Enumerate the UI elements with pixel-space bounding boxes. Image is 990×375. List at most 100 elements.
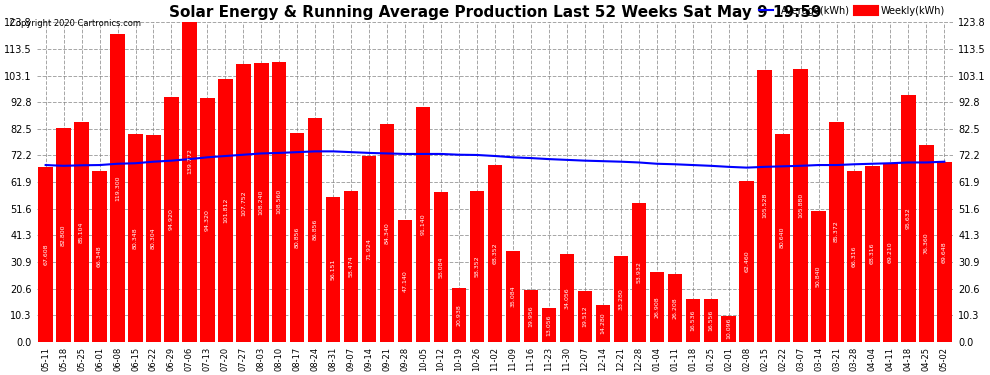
Bar xyxy=(883,163,898,342)
Bar xyxy=(614,256,628,342)
Bar xyxy=(559,254,574,342)
Text: 69.210: 69.210 xyxy=(888,242,893,263)
Text: 56.151: 56.151 xyxy=(331,259,336,280)
Bar xyxy=(39,167,52,342)
Text: 19.512: 19.512 xyxy=(582,306,587,327)
Text: 94.920: 94.920 xyxy=(169,209,174,230)
Text: 80.304: 80.304 xyxy=(151,227,156,249)
Text: 16.556: 16.556 xyxy=(708,310,713,331)
Text: 50.840: 50.840 xyxy=(816,266,821,287)
Text: 68.352: 68.352 xyxy=(492,243,498,264)
Text: 107.752: 107.752 xyxy=(241,190,246,216)
Bar xyxy=(308,118,323,342)
Bar xyxy=(182,0,197,342)
Bar xyxy=(847,171,861,342)
Legend: Average(kWh), Weekly(kWh): Average(kWh), Weekly(kWh) xyxy=(755,2,948,20)
Text: 105.880: 105.880 xyxy=(798,192,803,218)
Bar xyxy=(506,251,520,342)
Text: 66.348: 66.348 xyxy=(97,245,102,267)
Bar xyxy=(290,133,305,342)
Text: 26.208: 26.208 xyxy=(672,297,677,319)
Text: 105.528: 105.528 xyxy=(762,193,767,218)
Text: 95.632: 95.632 xyxy=(906,207,911,229)
Text: 108.240: 108.240 xyxy=(258,189,263,215)
Bar xyxy=(812,211,826,342)
Text: 80.856: 80.856 xyxy=(295,227,300,248)
Text: 139.772: 139.772 xyxy=(187,148,192,174)
Text: 80.640: 80.640 xyxy=(780,227,785,249)
Text: 26.908: 26.908 xyxy=(654,296,659,318)
Bar xyxy=(434,192,448,342)
Text: 82.800: 82.800 xyxy=(61,224,66,246)
Bar xyxy=(793,69,808,342)
Text: 69.648: 69.648 xyxy=(941,241,946,263)
Bar xyxy=(632,202,646,342)
Bar xyxy=(92,171,107,342)
Bar xyxy=(398,220,412,342)
Bar xyxy=(254,63,268,342)
Bar xyxy=(237,64,250,342)
Bar xyxy=(901,95,916,342)
Text: 68.316: 68.316 xyxy=(870,243,875,264)
Bar xyxy=(416,106,431,342)
Bar xyxy=(685,299,700,342)
Text: 13.056: 13.056 xyxy=(546,314,551,336)
Bar xyxy=(110,34,125,342)
Text: 16.536: 16.536 xyxy=(690,310,695,331)
Bar xyxy=(649,272,664,342)
Bar xyxy=(865,165,880,342)
Bar xyxy=(56,128,71,342)
Text: 84.340: 84.340 xyxy=(385,222,390,244)
Title: Solar Energy & Running Average Production Last 52 Weeks Sat May 9 19:59: Solar Energy & Running Average Productio… xyxy=(168,5,822,20)
Bar xyxy=(344,191,358,342)
Text: 62.460: 62.460 xyxy=(744,251,749,272)
Bar xyxy=(326,197,341,342)
Bar xyxy=(757,69,772,342)
Text: 53.932: 53.932 xyxy=(637,261,642,283)
Text: 101.812: 101.812 xyxy=(223,198,228,223)
Text: 108.560: 108.560 xyxy=(277,189,282,214)
Text: 80.348: 80.348 xyxy=(133,227,138,249)
Bar xyxy=(704,299,718,342)
Text: 33.280: 33.280 xyxy=(619,288,624,310)
Bar xyxy=(740,181,753,342)
Text: 86.856: 86.856 xyxy=(313,219,318,240)
Text: 85.372: 85.372 xyxy=(834,221,839,243)
Text: 71.924: 71.924 xyxy=(366,238,371,260)
Bar xyxy=(74,122,89,342)
Text: 34.056: 34.056 xyxy=(564,287,569,309)
Text: 35.084: 35.084 xyxy=(511,286,516,307)
Bar xyxy=(488,165,502,342)
Bar xyxy=(218,79,233,342)
Bar xyxy=(596,305,610,342)
Bar xyxy=(129,135,143,342)
Text: 10.096: 10.096 xyxy=(727,318,732,339)
Bar xyxy=(578,291,592,342)
Text: 58.352: 58.352 xyxy=(474,256,479,277)
Bar xyxy=(775,134,790,342)
Bar xyxy=(470,191,484,342)
Text: 14.280: 14.280 xyxy=(600,312,605,334)
Bar xyxy=(362,156,376,342)
Bar xyxy=(919,145,934,342)
Bar xyxy=(830,122,843,342)
Text: 91.140: 91.140 xyxy=(421,213,426,235)
Bar xyxy=(380,124,394,342)
Bar xyxy=(542,308,556,342)
Text: 47.140: 47.140 xyxy=(403,270,408,292)
Text: 19.956: 19.956 xyxy=(529,305,534,327)
Bar xyxy=(524,290,539,342)
Text: 119.300: 119.300 xyxy=(115,175,120,201)
Text: 58.084: 58.084 xyxy=(439,256,444,278)
Text: 20.938: 20.938 xyxy=(456,304,461,326)
Bar xyxy=(667,274,682,342)
Bar xyxy=(451,288,466,342)
Text: 94.320: 94.320 xyxy=(205,209,210,231)
Bar xyxy=(272,62,286,342)
Text: 85.104: 85.104 xyxy=(79,221,84,243)
Bar xyxy=(200,99,215,342)
Text: 67.608: 67.608 xyxy=(44,244,49,265)
Bar xyxy=(164,97,178,342)
Text: 66.316: 66.316 xyxy=(852,246,857,267)
Bar xyxy=(722,316,736,342)
